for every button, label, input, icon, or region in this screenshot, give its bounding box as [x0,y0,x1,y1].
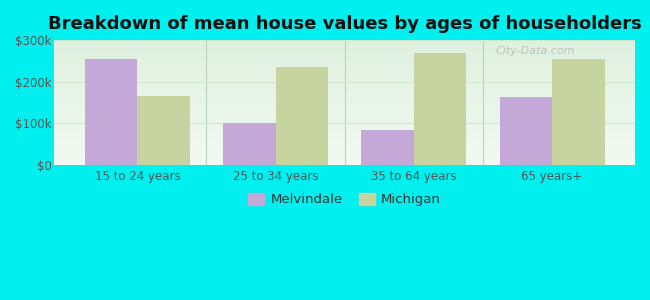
Bar [223,123,276,165]
Bar [137,96,190,165]
Bar [361,130,414,165]
Bar [276,67,328,165]
Bar [552,59,605,165]
Bar [500,97,552,165]
Bar [84,59,137,165]
Legend: Melvindale, Michigan: Melvindale, Michigan [244,189,445,210]
Title: Breakdown of mean house values by ages of householders: Breakdown of mean house values by ages o… [48,15,642,33]
Bar [414,52,466,165]
Text: City-Data.com: City-Data.com [496,46,575,56]
